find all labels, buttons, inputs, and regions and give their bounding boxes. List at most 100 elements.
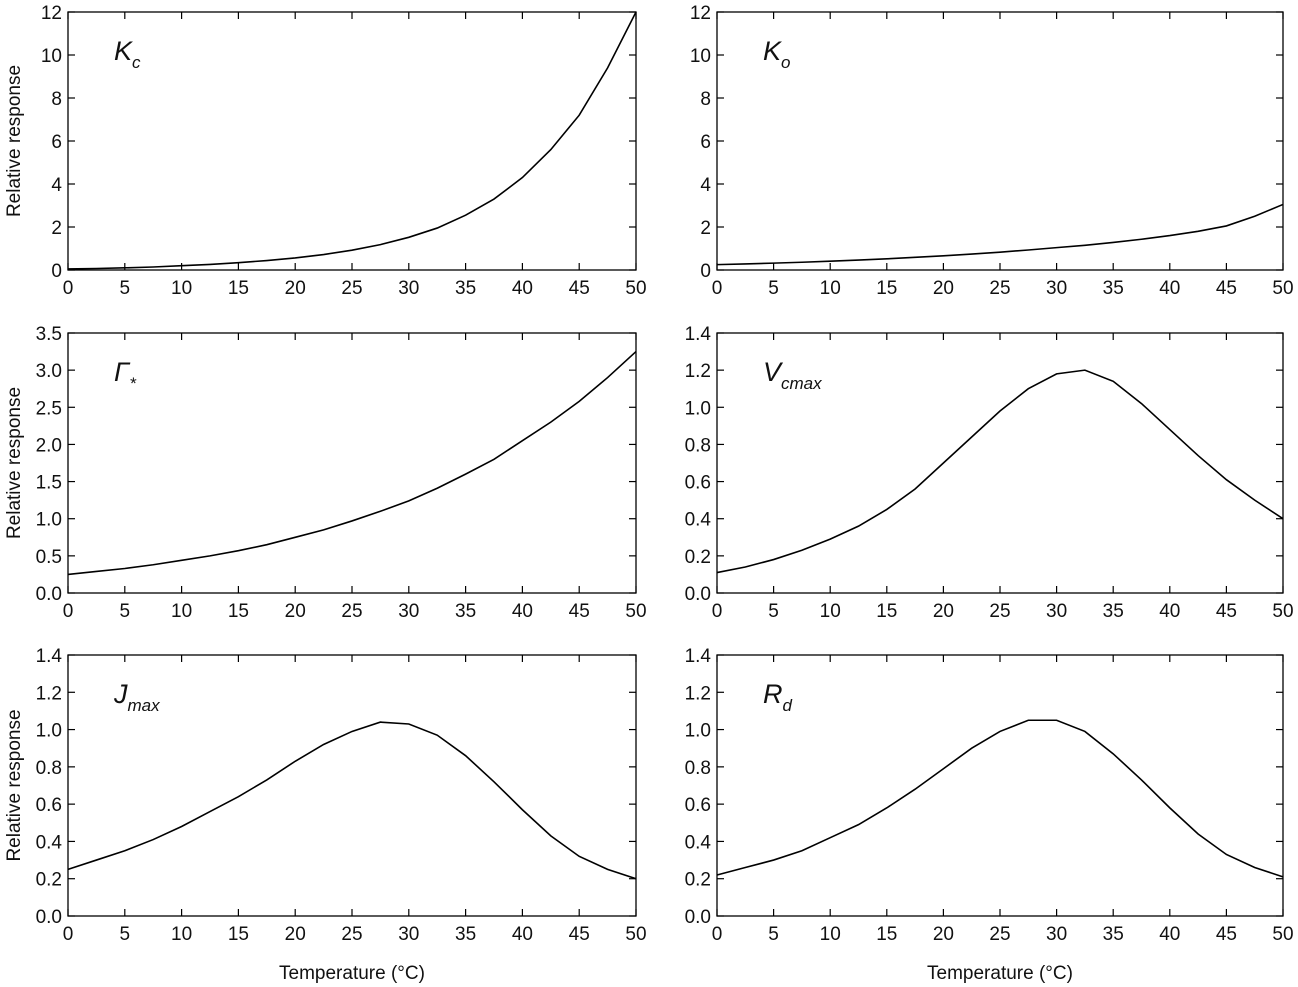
y-tick-label: 0.6	[36, 795, 62, 816]
x-tick-label: 5	[768, 601, 779, 622]
panel-label-main: V	[763, 357, 784, 387]
x-tick-label: 40	[512, 278, 533, 299]
data-line	[67, 350, 637, 576]
y-tick-label: 0.2	[685, 547, 711, 568]
x-tick-label: 45	[1216, 924, 1237, 945]
data-line	[67, 11, 637, 270]
x-tick-label: 0	[63, 278, 74, 299]
panel-label: Kc	[114, 36, 141, 72]
x-tick-label: 0	[712, 278, 723, 299]
x-tick-label: 35	[455, 601, 476, 622]
x-tick-label: 15	[876, 601, 897, 622]
panel-label: Γ*	[114, 357, 137, 393]
x-tick-label: 10	[820, 278, 841, 299]
x-tick-label: 10	[820, 601, 841, 622]
y-tick-label: 2.0	[36, 435, 62, 456]
panel-label: Rd	[763, 679, 793, 715]
panel-label-sub: max	[128, 696, 161, 715]
y-tick-label: 0.0	[36, 907, 62, 928]
x-tick-label: 35	[455, 924, 476, 945]
y-tick-label: 0.8	[36, 758, 62, 779]
x-tick-label: 20	[933, 601, 954, 622]
x-tick-label: 20	[285, 278, 306, 299]
y-tick-label: 0	[700, 261, 711, 282]
x-tick-label: 25	[989, 278, 1010, 299]
x-tick-label: 30	[1046, 278, 1067, 299]
x-tick-label: 20	[285, 601, 306, 622]
y-tick-label: 2.5	[36, 398, 62, 419]
x-tick-label: 25	[341, 601, 362, 622]
x-tick-label: 10	[820, 924, 841, 945]
x-tick-label: 0	[712, 601, 723, 622]
y-tick-label: 12	[690, 3, 711, 24]
x-tick-label: 35	[1103, 601, 1124, 622]
y-tick-label: 0	[51, 261, 62, 282]
x-tick-label: 40	[512, 924, 533, 945]
y-tick-label: 0.2	[36, 870, 62, 891]
plot-frame	[716, 654, 1284, 917]
y-tick-label: 0.5	[36, 547, 62, 568]
x-tick-label: 50	[1272, 924, 1293, 945]
x-tick-label: 0	[712, 924, 723, 945]
y-axis-label: Relative response	[4, 387, 25, 539]
y-tick-label: 0.8	[685, 435, 711, 456]
y-tick-label: 1.4	[36, 646, 63, 667]
x-tick-label: 35	[455, 278, 476, 299]
y-tick-label: 1.2	[685, 683, 711, 704]
x-tick-label: 30	[1046, 601, 1067, 622]
y-tick-label: 1.4	[685, 324, 712, 345]
x-tick-label: 35	[1103, 924, 1124, 945]
x-tick-label: 30	[1046, 924, 1067, 945]
panel-label: Jmax	[113, 679, 160, 715]
x-tick-label: 25	[341, 278, 362, 299]
x-tick-label: 30	[398, 278, 419, 299]
x-tick-label: 45	[569, 278, 590, 299]
x-tick-label: 0	[63, 601, 74, 622]
y-tick-label: 0.4	[685, 510, 712, 531]
data-line	[716, 719, 1284, 878]
x-tick-label: 50	[625, 278, 646, 299]
plot-frame	[67, 654, 637, 917]
x-tick-label: 15	[228, 601, 249, 622]
panel-label: Vcmax	[763, 357, 822, 393]
x-tick-label: 5	[120, 278, 131, 299]
panel-label-main: Γ	[114, 357, 131, 387]
data-line	[716, 369, 1284, 574]
x-tick-label: 50	[1272, 601, 1293, 622]
x-tick-label: 50	[625, 924, 646, 945]
x-tick-label: 35	[1103, 278, 1124, 299]
x-tick-label: 0	[63, 924, 74, 945]
x-tick-label: 20	[933, 278, 954, 299]
panel-label-sub: *	[129, 374, 137, 393]
y-tick-label: 1.0	[36, 510, 62, 531]
y-tick-label: 1.0	[36, 721, 62, 742]
x-tick-label: 15	[876, 924, 897, 945]
plot-frame	[67, 332, 637, 594]
x-tick-label: 50	[625, 601, 646, 622]
y-tick-label: 8	[51, 89, 62, 110]
y-axis-label: Relative response	[4, 65, 25, 217]
x-tick-label: 25	[341, 924, 362, 945]
panel-label-sub: cmax	[781, 374, 822, 393]
y-tick-label: 0.0	[685, 584, 711, 605]
y-tick-label: 3.5	[36, 324, 62, 345]
y-tick-label: 0.0	[685, 907, 711, 928]
x-tick-label: 25	[989, 924, 1010, 945]
y-tick-label: 2	[700, 218, 711, 239]
data-line	[716, 203, 1284, 266]
y-tick-label: 6	[700, 132, 711, 153]
x-tick-label: 20	[285, 924, 306, 945]
y-tick-label: 4	[51, 175, 62, 196]
x-tick-label: 5	[120, 601, 131, 622]
panel-label-main: K	[763, 36, 782, 66]
x-tick-label: 30	[398, 924, 419, 945]
x-tick-label: 50	[1272, 278, 1293, 299]
x-axis-label: Temperature (°C)	[279, 963, 425, 984]
x-tick-label: 40	[1159, 278, 1180, 299]
y-tick-label: 1.0	[685, 398, 711, 419]
x-tick-label: 40	[512, 601, 533, 622]
y-tick-label: 0.8	[685, 758, 711, 779]
x-tick-label: 15	[228, 278, 249, 299]
y-tick-label: 0.0	[36, 584, 62, 605]
